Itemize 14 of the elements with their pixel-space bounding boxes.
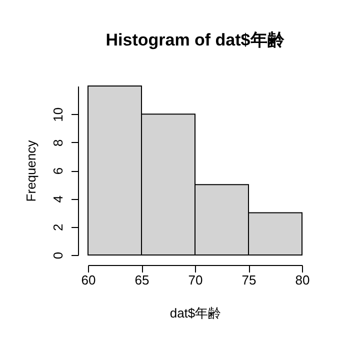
chart-title: Histogram of dat$年齢 — [106, 30, 286, 50]
y-tick-label: 4 — [50, 196, 66, 203]
y-axis-title: Frequency — [24, 140, 38, 202]
y-tick-label: 10 — [50, 107, 66, 122]
x-tick-label: 70 — [188, 272, 203, 288]
y-tick-label: 8 — [50, 139, 66, 146]
y-tick-label: 6 — [50, 167, 66, 175]
y-tick-label: 2 — [50, 224, 66, 231]
x-axis-title: dat$年齢 — [170, 306, 222, 320]
x-tick-label: 80 — [295, 272, 310, 288]
x-tick-label: 75 — [242, 272, 256, 288]
x-tick-label: 60 — [81, 272, 96, 288]
x-tick-label: 65 — [134, 272, 150, 288]
y-tick-label: 0 — [50, 252, 66, 260]
